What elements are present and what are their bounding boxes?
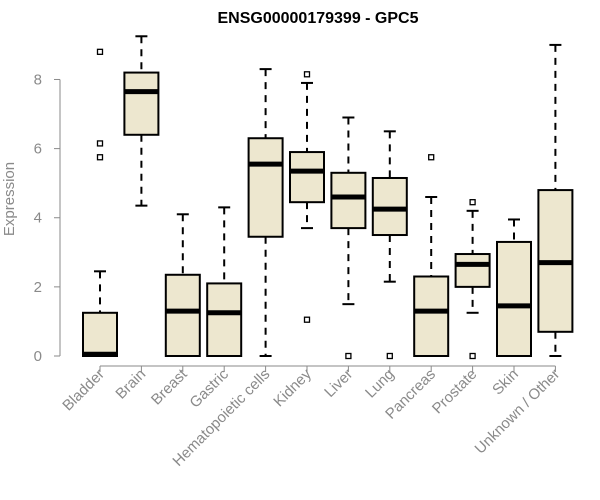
box-4 [247, 137, 284, 238]
x-tick-label-10: Skin [489, 366, 522, 399]
box-group-8 [413, 154, 450, 357]
box-10 [496, 240, 532, 357]
box-8 [413, 275, 450, 357]
x-tick-label-0: Bladder [59, 366, 108, 415]
y-tick-label-2: 4 [34, 210, 42, 227]
box-7 [371, 176, 408, 237]
box-group-7 [371, 130, 408, 360]
box-2 [164, 273, 201, 357]
outlier-6-0 [345, 352, 352, 360]
boxes-layer [82, 35, 574, 360]
x-tick-label-1: Brain [112, 366, 149, 403]
box-group-10 [496, 218, 532, 357]
outlier-9-1 [469, 199, 476, 206]
x-tick-label-6: Liver [321, 366, 356, 401]
outlier-5-1 [303, 71, 311, 78]
outlier-0-2 [96, 48, 104, 55]
y-axis-label: Expression [1, 162, 18, 236]
y-tick-label-1: 2 [34, 279, 42, 296]
x-tick-label-9: Prostate [429, 366, 481, 418]
outlier-0-0 [96, 154, 104, 161]
box-group-11 [537, 43, 574, 357]
box-group-9 [454, 199, 491, 360]
box-1 [123, 71, 160, 136]
box-0 [82, 311, 118, 358]
box-group-1 [123, 35, 160, 207]
box-6 [330, 171, 367, 230]
y-tick-label-3: 6 [34, 141, 42, 158]
outlier-0-1 [96, 140, 104, 147]
box-5 [289, 151, 325, 204]
x-tick-label-7: Lung [362, 366, 398, 402]
box-group-6 [330, 116, 367, 360]
y-tick-label-0: 0 [34, 348, 42, 365]
outlier-5-0 [303, 316, 311, 323]
box-group-5 [289, 71, 325, 323]
x-tick-label-2: Breast [148, 365, 191, 408]
box-group-3 [206, 206, 243, 358]
box-3 [206, 282, 243, 358]
axes-layer: 0 2 4 6 8 [34, 71, 556, 372]
outlier-7-0 [386, 352, 393, 360]
box-group-0 [82, 48, 118, 358]
chart-title: ENSG00000179399 - GPC5 [217, 10, 418, 27]
box-9 [454, 253, 491, 288]
box-group-2 [164, 213, 201, 357]
x-tick-label-5: Kidney [270, 365, 315, 410]
box-group-4 [247, 68, 284, 357]
outlier-8-0 [428, 154, 435, 161]
y-tick-label-4: 8 [34, 71, 42, 88]
outlier-9-0 [469, 352, 476, 360]
